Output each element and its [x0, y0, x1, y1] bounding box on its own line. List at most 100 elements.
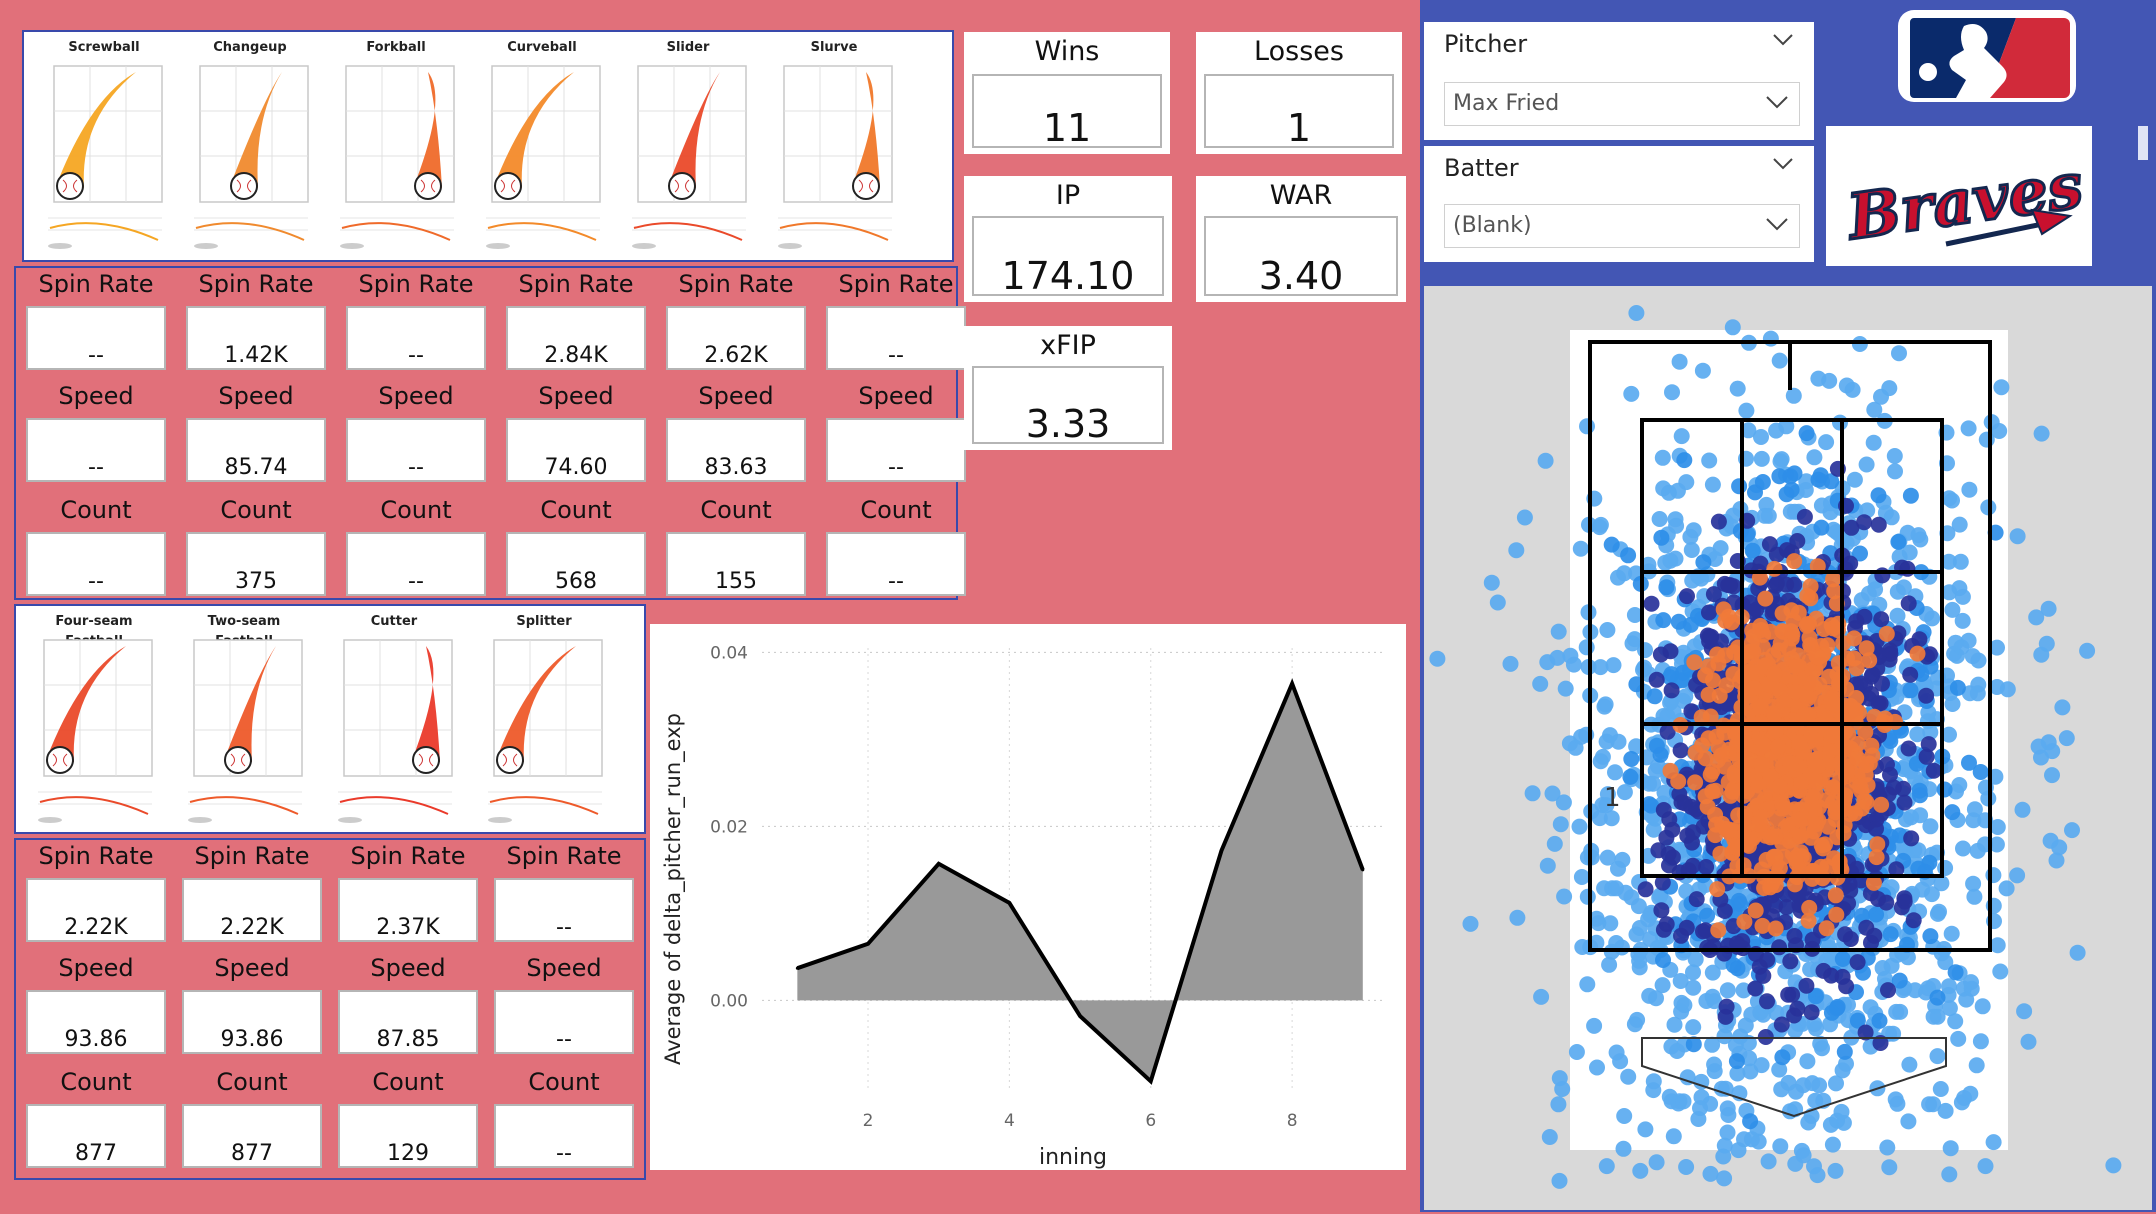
pitch-location-dot: [1744, 542, 1761, 559]
pitch-location-dot: [1828, 1075, 1844, 1092]
pitch-location-dot: [2028, 609, 2045, 626]
pitch-location-dot: [1932, 1081, 1949, 1097]
pitch-location-dot: [1678, 1159, 1695, 1175]
pitch-location-dot: [1654, 874, 1671, 891]
pitch-location-dot: [1695, 818, 1712, 835]
stat-label-speed: Speed: [526, 954, 602, 982]
stat-label-count: Count: [60, 1068, 132, 1096]
pitch-location-dot: [1856, 514, 1873, 531]
data-point: [1290, 682, 1294, 686]
chevron-down-icon[interactable]: [1772, 156, 1794, 172]
pitch-location-dot: [1742, 1063, 1759, 1080]
pitch-location-dot: [1676, 452, 1693, 469]
batter-dropdown-value: (Blank): [1453, 213, 1532, 238]
pitcher-slicer[interactable]: Pitcher Max Fried: [1424, 22, 1814, 140]
pitch-location-dot: [1678, 919, 1695, 936]
pitch-location-dot: [1717, 1008, 1734, 1025]
pitch-location-dot: [2044, 767, 2060, 784]
pitch-location-dot: [1921, 1096, 1938, 1113]
chevron-down-icon[interactable]: [1772, 32, 1794, 48]
pitch-location-dot: [1665, 1128, 1682, 1145]
kpi-wins-value: 11: [1042, 106, 1092, 150]
pitch-location-dot: [1797, 482, 1814, 498]
pitch-location-dot: [1623, 751, 1640, 767]
pitch-location-dot: [1539, 857, 1556, 874]
pitch-location-dot: [1643, 595, 1660, 612]
stat-speed-text: --: [556, 1027, 572, 1052]
pitch-location-dot: [1918, 687, 1935, 704]
pitch-location-dot: [1541, 1129, 1558, 1145]
chevron-down-icon[interactable]: [1765, 93, 1789, 111]
chevron-down-icon[interactable]: [1765, 215, 1789, 233]
pitch-location-dot: [1868, 849, 1885, 866]
pitch-location-dot: [1661, 1088, 1678, 1105]
pitch-location-dot: [1792, 828, 1809, 845]
strike-zone-inner: [1640, 418, 1944, 878]
pitch-location-dot: [1574, 939, 1591, 955]
stat-label-count: Count: [860, 496, 932, 524]
pitch-location-dot: [1754, 756, 1770, 773]
pitch-location-dot: [1685, 522, 1702, 539]
pitch-location-dot: [1965, 875, 1982, 892]
pitch-stats-panel-bottom: Spin Rate 2.22K Speed 93.86 Count 877 Spin Rat…: [14, 838, 646, 1180]
pitch-location-dot: [1679, 827, 1696, 844]
pitch-location-dot: [1902, 682, 1919, 699]
pitch-location-dot: [1918, 748, 1935, 765]
pitch-location-dot: [1762, 829, 1779, 846]
pitch-location-dot: [1586, 1017, 1603, 1034]
pitch-location-dot: [1818, 434, 1835, 451]
pitch-location-dot: [1922, 928, 1939, 945]
home-plate: [1641, 1037, 1947, 1118]
pitch-location-dot: [1963, 980, 1980, 997]
pitcher-dropdown[interactable]: Max Fried: [1444, 82, 1800, 126]
pitch-location-dot: [1623, 889, 1640, 906]
pitch-location-dot: [1516, 509, 1533, 526]
pitch-location-dot: [2030, 738, 2047, 755]
pitch-location-dot: [1988, 836, 2005, 853]
x-tick-label: 6: [1145, 1111, 1156, 1131]
pitch-card: Curveball: [478, 38, 606, 252]
kpi-war: WAR 3.40: [1196, 176, 1406, 302]
pitch-location-dot: [1539, 654, 1556, 671]
pitch-stats-panel-top: Spin Rate -- Speed -- Count -- Spin Rate 1.42K S…: [14, 266, 966, 600]
batter-slicer[interactable]: Batter (Blank): [1424, 146, 1814, 262]
stat-value-count: --: [494, 1104, 634, 1168]
pitch-location-dot: [1620, 547, 1637, 564]
kpi-ip: IP 174.10: [964, 176, 1172, 302]
pitch-location-dot: [1592, 753, 1609, 770]
pitch-location-dot: [1857, 1024, 1874, 1041]
pitch-card: Screwball: [40, 38, 168, 252]
pitch-location-dot: [1712, 845, 1729, 862]
scrollbar[interactable]: [2138, 126, 2148, 160]
pitch-location-dot: [1961, 481, 1978, 498]
pitch-location-dot: [1643, 797, 1660, 814]
x-axis-label: inning: [1039, 1145, 1107, 1170]
pitch-location-dot: [1744, 622, 1761, 639]
stat-speed-text: 87.85: [376, 1027, 440, 1052]
pitch-location-dot: [1729, 1065, 1746, 1082]
data-point: [795, 966, 799, 970]
pitch-location-dot: [1533, 988, 1550, 1005]
pitch-location-dot: [1798, 977, 1815, 994]
pitch-location-dot: [1695, 554, 1712, 571]
pitch-location-dot: [1827, 804, 1844, 821]
pitch-location-dot: [1603, 810, 1620, 827]
pitch-location-dot: [1683, 542, 1700, 558]
pitch-location-dot: [1822, 1116, 1839, 1133]
stat-label-spin: Spin Rate: [198, 270, 314, 298]
pitch-location-dot: [1768, 422, 1785, 439]
pitch-location-dot: [1664, 849, 1681, 866]
pitch-location-dot: [1910, 860, 1927, 877]
pitch-location-dot: [1872, 695, 1889, 712]
batter-dropdown[interactable]: (Blank): [1444, 204, 1800, 248]
pitch-location-dot: [1890, 533, 1907, 550]
pitch-location-dot: [1654, 977, 1671, 994]
braves-logo-icon: Braves: [1840, 147, 2088, 255]
stat-value-speed: 74.60: [506, 418, 646, 482]
pitch-location-dot: [2014, 801, 2031, 818]
pitch-location-dot: [1889, 583, 1906, 600]
pitch-location-dot: [1800, 690, 1817, 707]
pitch-location-dot: [1791, 811, 1808, 828]
pitch-location-dot: [1740, 751, 1757, 768]
pitch-location-dot: [1589, 1059, 1605, 1076]
